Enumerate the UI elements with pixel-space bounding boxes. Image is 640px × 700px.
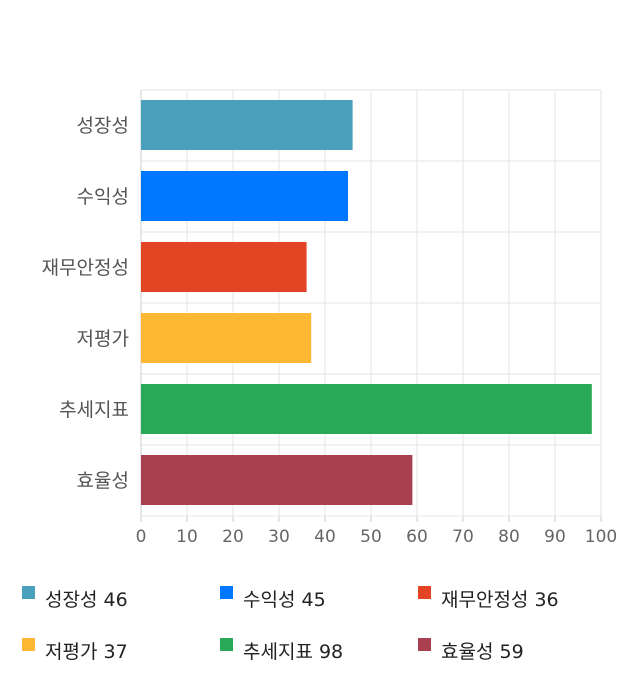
y-tick-label: 수익성 [77, 186, 129, 208]
bar-추세지표 [141, 384, 592, 434]
bar-저평가 [141, 313, 312, 363]
bar-효율성 [141, 455, 413, 505]
legend-label: 추세지표 98 [243, 641, 344, 663]
x-tick-label: 10 [176, 527, 198, 547]
legend-item[interactable]: 효율성 59 [418, 637, 524, 664]
x-tick-label: 100 [585, 527, 617, 547]
legend-item[interactable]: 수익성 45 [220, 585, 326, 612]
y-tick-label: 재무안정성 [42, 257, 129, 279]
x-tick-label: 30 [268, 527, 290, 547]
legend-swatch [418, 586, 431, 599]
y-tick-label: 저평가 [77, 328, 129, 350]
bar-재무안정성 [141, 242, 307, 292]
y-tick-label: 효율성 [77, 470, 129, 492]
legend-item[interactable]: 저평가 37 [22, 637, 128, 664]
bar-chart: 0 10 20 30 40 50 60 70 80 90 100 성장성수익성재무안정성저평가추세지표… [42, 89, 617, 547]
legend-label: 수익성 45 [243, 589, 326, 611]
y-tick-label: 추세지표 [59, 399, 129, 421]
legend-label: 성장성 46 [45, 589, 128, 611]
x-tick-label: 90 [544, 527, 566, 547]
x-tick-label: 50 [360, 527, 382, 547]
y-tick-label: 성장성 [77, 115, 129, 137]
legend-swatch [22, 586, 35, 599]
x-tick-label: 70 [452, 527, 474, 547]
x-tick-label: 80 [498, 527, 520, 547]
legend-swatch [22, 638, 35, 651]
x-tick-label: 20 [222, 527, 244, 547]
x-tick-label: 0 [136, 527, 147, 547]
x-tick-label: 40 [314, 527, 336, 547]
x-tick-label: 60 [406, 527, 428, 547]
legend-swatch [418, 638, 431, 651]
legend-item[interactable]: 재무안정성 36 [418, 585, 559, 612]
legend-swatch [220, 586, 233, 599]
legend-label: 재무안정성 36 [441, 589, 559, 611]
legend-label: 효율성 59 [441, 641, 524, 663]
bar-성장성 [141, 100, 353, 150]
bar-수익성 [141, 171, 348, 221]
legend-label: 저평가 37 [45, 641, 128, 663]
legend-item[interactable]: 추세지표 98 [220, 637, 343, 664]
legend-swatch [220, 638, 233, 651]
legend-item[interactable]: 성장성 46 [22, 585, 128, 612]
